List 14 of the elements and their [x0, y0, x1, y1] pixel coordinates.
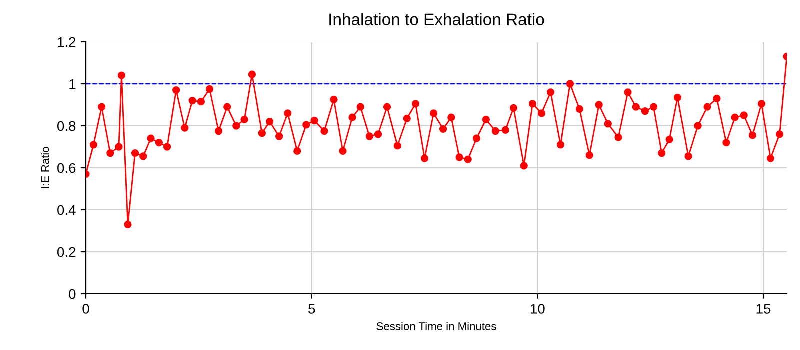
y-tick-label: 1 [70, 79, 76, 90]
x-tick-label: 5 [308, 304, 316, 314]
y-tick-label: 0.8 [58, 121, 76, 132]
x-tick-label: 10 [531, 304, 545, 314]
y-tick-label: 0.6 [58, 163, 76, 174]
x-tick-label: 15 [756, 304, 771, 314]
chart-title: Inhalation to Exhalation Ratio [330, 13, 544, 26]
y-tick-label: 0.4 [58, 205, 76, 216]
y-tick-label: 1.2 [58, 37, 76, 48]
y-tick-label: 0.2 [58, 247, 76, 258]
x-tick-label: 0 [82, 304, 90, 314]
x-axis-title: Session Time in Minutes [376, 322, 496, 330]
y-tick-label: 0 [69, 289, 76, 300]
y-axis-title: I:E Ratio [41, 147, 50, 188]
